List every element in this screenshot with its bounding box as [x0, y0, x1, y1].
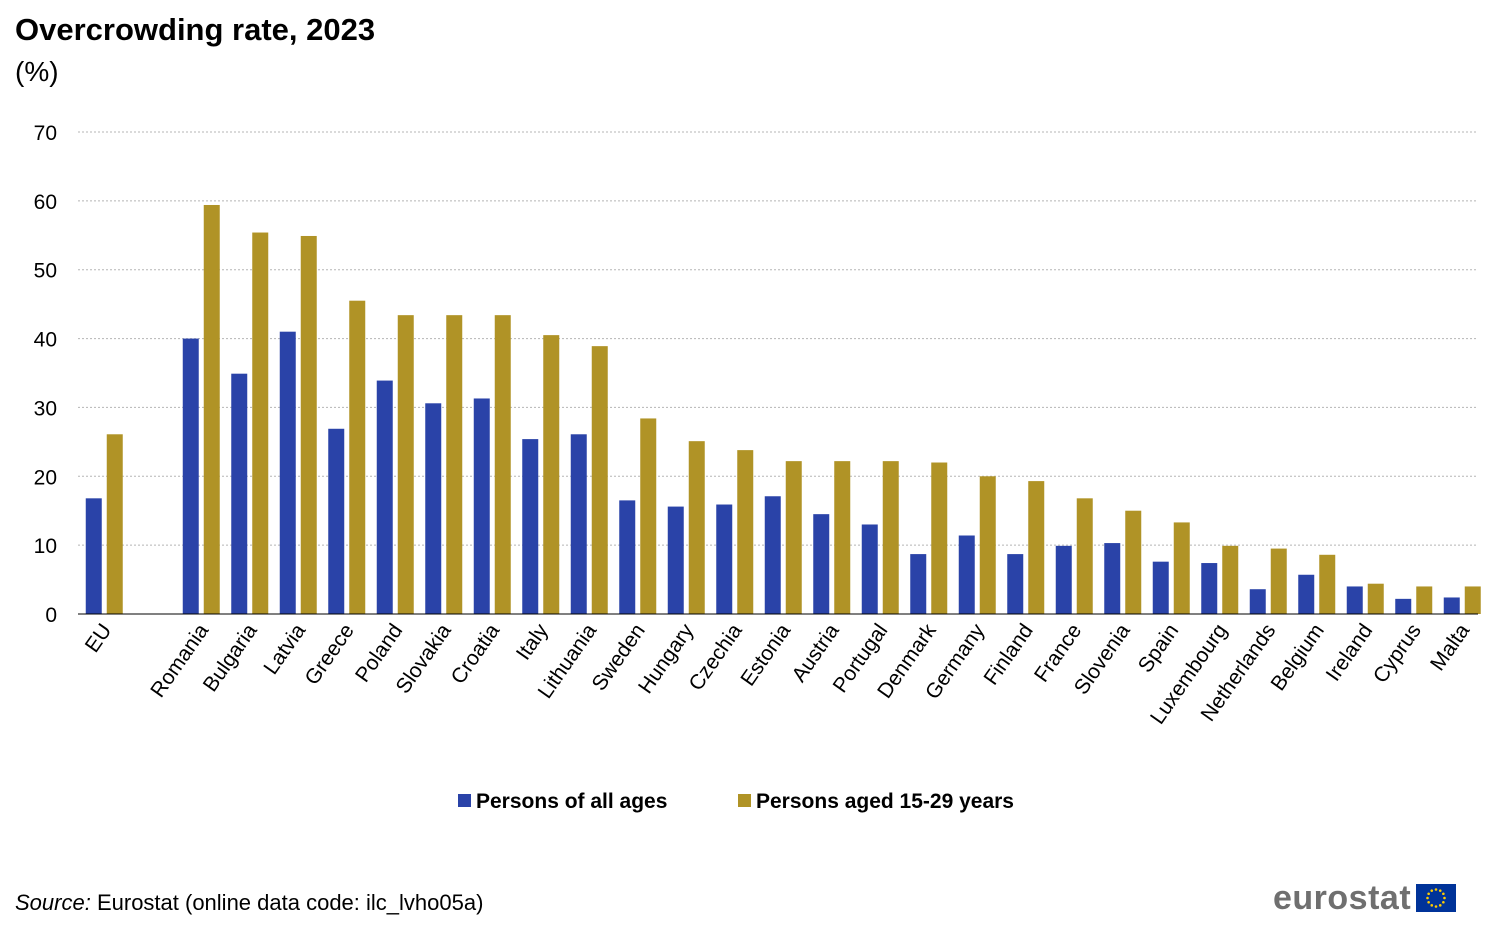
bar-all-ages — [182, 338, 199, 614]
bar-aged-15-29 — [1416, 586, 1433, 614]
bar-aged-15-29 — [979, 476, 996, 614]
bar-all-ages — [910, 554, 927, 614]
bar-all-ages — [1104, 543, 1121, 614]
bar-aged-15-29 — [1270, 548, 1287, 614]
x-tick-label: Finland — [979, 620, 1037, 690]
bar-all-ages — [1249, 589, 1266, 614]
y-tick-label: 40 — [34, 329, 57, 352]
bar-all-ages — [1007, 554, 1024, 614]
bar-aged-15-29 — [882, 461, 899, 614]
bar-aged-15-29 — [252, 232, 269, 614]
legend-label: Persons of all ages — [476, 790, 667, 813]
legend-swatch — [458, 794, 471, 807]
source-label: Source: — [15, 890, 91, 915]
x-tick-label: Italy — [512, 619, 553, 664]
y-tick-label: 60 — [34, 191, 57, 214]
bar-aged-15-29 — [1076, 498, 1093, 614]
bar-aged-15-29 — [737, 450, 754, 614]
y-tick-label: 10 — [34, 535, 57, 558]
bar-all-ages — [716, 504, 733, 614]
legend-swatch — [738, 794, 751, 807]
bar-aged-15-29 — [1464, 586, 1481, 614]
bar-aged-15-29 — [1125, 510, 1142, 614]
bars — [85, 204, 1481, 614]
source-note: Source: Eurostat (online data code: ilc_… — [15, 890, 483, 916]
bar-all-ages — [1152, 561, 1169, 614]
bar-all-ages — [958, 535, 975, 614]
eurostat-logo: eurostat — [1273, 879, 1457, 917]
bar-aged-15-29 — [106, 434, 123, 614]
bar-all-ages — [231, 373, 248, 614]
x-tick-label: Romania — [146, 619, 213, 701]
bar-all-ages — [1346, 586, 1363, 614]
logo-text: eurostat — [1273, 879, 1412, 917]
bar-all-ages — [328, 428, 345, 614]
bar-all-ages — [1201, 563, 1218, 614]
bar-aged-15-29 — [1367, 583, 1384, 614]
legend: Persons of all ages Persons aged 15-29 ye… — [458, 790, 1014, 813]
eu-flag-icon — [1416, 884, 1457, 912]
x-tick-label: Ireland — [1322, 620, 1378, 686]
x-tick-label: Greece — [301, 620, 359, 690]
bar-aged-15-29 — [494, 315, 511, 614]
bar-all-ages — [522, 439, 539, 614]
chart-title: Overcrowding rate, 2023 — [15, 12, 376, 47]
bar-all-ages — [376, 380, 393, 614]
bar-all-ages — [279, 331, 296, 614]
bar-aged-15-29 — [446, 315, 463, 614]
bar-all-ages — [1395, 598, 1412, 614]
x-tick-label: Latvia — [259, 619, 310, 678]
x-tick-label: Estonia — [736, 619, 795, 690]
bar-all-ages — [425, 403, 442, 614]
bar-aged-15-29 — [688, 441, 705, 614]
x-tick-label: Croatia — [447, 619, 505, 688]
bar-all-ages — [813, 514, 830, 614]
bar-aged-15-29 — [300, 235, 317, 614]
bar-all-ages — [473, 398, 490, 614]
bar-aged-15-29 — [1222, 545, 1239, 614]
bar-aged-15-29 — [203, 204, 220, 614]
y-tick-label: 50 — [34, 260, 57, 283]
bar-aged-15-29 — [931, 462, 948, 614]
bar-all-ages — [1298, 574, 1315, 614]
x-axis: EU RomaniaBulgariaLatviaGreecePolandSlova… — [78, 613, 1478, 729]
bar-all-ages — [619, 500, 636, 614]
bar-aged-15-29 — [349, 300, 366, 614]
bar-aged-15-29 — [1028, 481, 1045, 614]
bar-aged-15-29 — [1173, 522, 1190, 614]
x-tick-label: Malta — [1426, 619, 1474, 675]
bar-aged-15-29 — [785, 461, 802, 614]
bar-aged-15-29 — [1319, 554, 1336, 614]
bar-all-ages — [764, 496, 781, 614]
x-tick-label: EU — [81, 620, 117, 657]
y-tick-label: 20 — [34, 466, 57, 489]
legend-label: Persons aged 15-29 years — [756, 790, 1014, 813]
source-text: Eurostat (online data code: ilc_lvho05a) — [96, 890, 484, 915]
bar-all-ages — [667, 506, 684, 614]
bar-aged-15-29 — [591, 346, 608, 614]
bar-aged-15-29 — [834, 461, 851, 614]
y-tick-label: 0 — [45, 604, 57, 627]
y-axis: 0 10 20 30 40 50 60 70 — [34, 122, 57, 627]
bar-aged-15-29 — [543, 335, 560, 614]
bar-aged-15-29 — [640, 418, 657, 614]
chart-subtitle: (%) — [15, 56, 59, 87]
x-tick-label: Spain — [1134, 620, 1184, 677]
bar-all-ages — [1055, 545, 1072, 614]
y-tick-label: 30 — [34, 397, 57, 420]
bar-all-ages — [85, 498, 102, 614]
bar-all-ages — [1443, 597, 1460, 614]
y-tick-label: 70 — [34, 122, 57, 145]
bar-all-ages — [570, 434, 587, 614]
bar-aged-15-29 — [397, 315, 414, 614]
x-tick-label: Cyprus — [1369, 620, 1426, 688]
bar-all-ages — [861, 524, 878, 614]
